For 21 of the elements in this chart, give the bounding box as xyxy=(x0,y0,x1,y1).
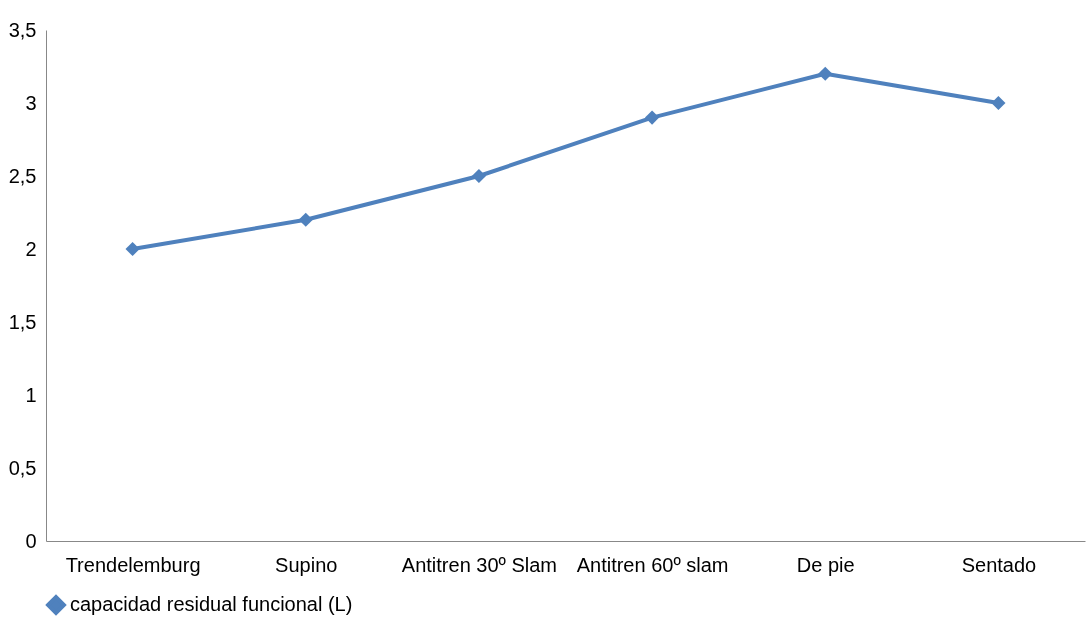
y-tick-label: 3 xyxy=(25,91,37,114)
point xyxy=(991,95,1006,111)
legend-label: capacidad residual funcional (L) xyxy=(70,593,353,615)
point xyxy=(645,110,660,125)
point xyxy=(818,66,833,81)
x-tick-label: Sentado xyxy=(961,553,1037,576)
y-tick-label: 2 xyxy=(25,237,37,260)
y-tick-label: 1 xyxy=(25,383,37,406)
y-tick-label: 1,5 xyxy=(8,310,37,333)
point xyxy=(471,168,486,184)
point xyxy=(125,241,140,257)
x-tick-label: Antitren 30º Slam xyxy=(401,553,557,576)
y-tick-label: 0 xyxy=(25,529,37,552)
y-tick-label: 2,5 xyxy=(8,164,37,187)
x-tick-label: De pie xyxy=(796,553,855,576)
y-tick-label: 3,5 xyxy=(8,18,37,41)
x-tick-label: Antitren 60º slam xyxy=(576,553,729,576)
point xyxy=(298,212,313,227)
y-tick-label: 0,5 xyxy=(8,456,37,479)
x-tick-label: Trendelemburg xyxy=(65,553,201,576)
x-tick-label: Supino xyxy=(275,553,338,576)
